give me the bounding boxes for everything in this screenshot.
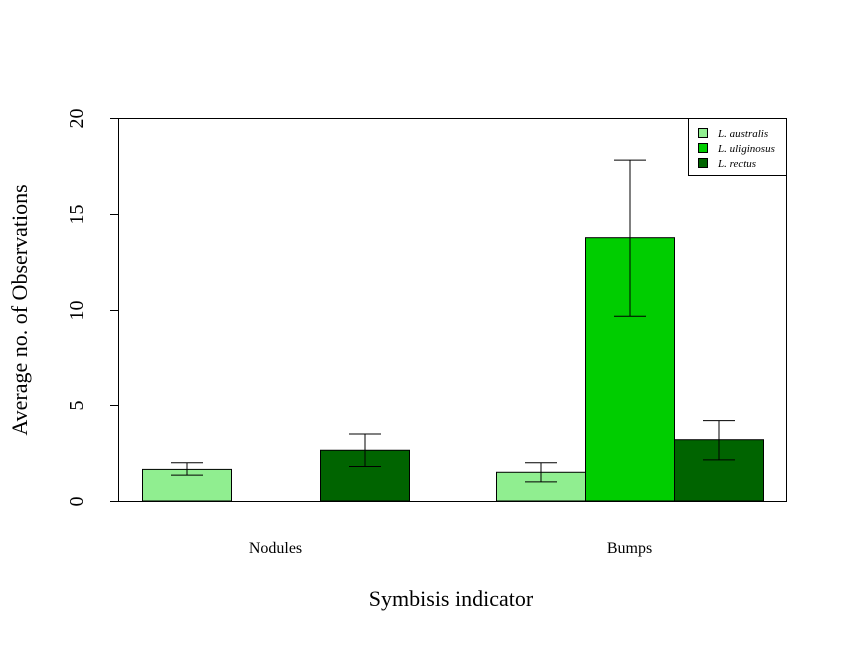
legend-swatch xyxy=(698,128,708,138)
y-tick-label: 0 xyxy=(66,497,88,507)
x-tick-label: Nodules xyxy=(249,540,302,557)
y-tick-label: 20 xyxy=(66,109,88,129)
error-bar-bumps-2 xyxy=(703,420,735,461)
x-axis: Nodules Bumps xyxy=(249,540,652,557)
legend-entry: L. rectus xyxy=(698,158,756,170)
legend-swatch xyxy=(698,158,708,168)
y-axis: 0 5 10 15 20 xyxy=(66,109,118,507)
y-axis-title: Average no. of Observations xyxy=(7,184,32,435)
error-bars-layer xyxy=(171,159,735,483)
error-bar-nodules-2 xyxy=(349,433,381,468)
legend-label: L. australis xyxy=(717,128,768,140)
y-tick-label: 10 xyxy=(66,301,88,321)
x-tick-label: Bumps xyxy=(607,540,652,557)
error-bar-bumps-0 xyxy=(525,462,557,483)
error-bar-nodules-0 xyxy=(171,462,203,476)
legend-label: L. uliginosus xyxy=(717,143,775,155)
legend-items: L. australis L. uliginosus L. rectus xyxy=(698,128,775,170)
legend: L. australis L. uliginosus L. rectus xyxy=(688,118,787,176)
bars-layer xyxy=(142,237,764,502)
legend-label: L. rectus xyxy=(717,158,756,170)
legend-swatch xyxy=(698,143,708,153)
y-tick-label: 15 xyxy=(66,205,88,225)
plot-frame xyxy=(118,118,787,502)
legend-entry: L. australis xyxy=(698,128,768,140)
error-bar-bumps-1 xyxy=(614,159,646,317)
legend-entry: L. uliginosus xyxy=(698,143,775,155)
y-tick-label: 5 xyxy=(66,401,88,411)
x-axis-title: Symbisis indicator xyxy=(369,586,534,611)
